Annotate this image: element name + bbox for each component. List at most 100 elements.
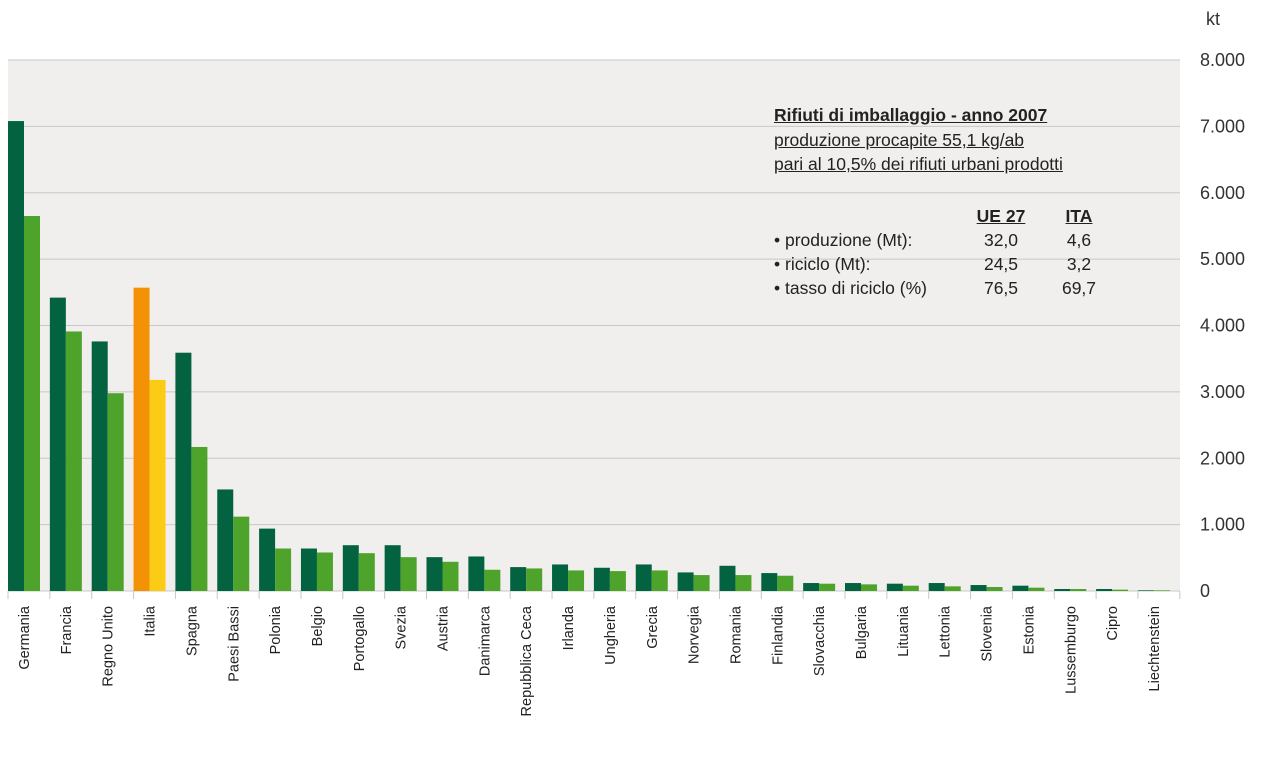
info-table-header: UE 27 ITA xyxy=(774,204,1120,228)
bar-slovenia-s1 xyxy=(986,587,1003,591)
bar-germania-s0 xyxy=(8,121,24,591)
info-row-ue: 24,5 xyxy=(983,254,1019,274)
bar-francia-s1 xyxy=(65,331,82,591)
col-ue27: UE 27 xyxy=(976,206,1026,226)
bar-finlandia-s0 xyxy=(761,573,778,591)
info-row-ita: 69,7 xyxy=(1061,278,1097,298)
col-ita: ITA xyxy=(1065,206,1093,226)
bar-slovacchia-s0 xyxy=(803,583,820,591)
y-axis-unit: kt xyxy=(1206,9,1220,29)
x-category-label: Liechtenstein xyxy=(1147,606,1163,691)
x-category-label: Portogallo xyxy=(352,606,368,671)
x-category-label: Polonia xyxy=(268,605,284,654)
info-table: UE 27 ITA • produzione (Mt): 32,0 4,6 • … xyxy=(774,204,1120,300)
x-category-label: Paesi Bassi xyxy=(226,606,242,682)
x-category-label: Svezia xyxy=(394,605,410,649)
x-category-label: Regno Unito xyxy=(101,606,117,687)
bar-liechtenstein-s1 xyxy=(1153,590,1170,591)
info-row: • tasso di riciclo (%) 76,5 69,7 xyxy=(774,276,1120,300)
x-category-label: Slovenia xyxy=(980,605,996,662)
bar-lettonia-s0 xyxy=(928,583,945,591)
x-category-label: Grecia xyxy=(645,605,661,649)
x-axis-categories: Germania Francia Regno Unito Italia Spagna Pa… xyxy=(17,605,1163,716)
bar-polonia-s0 xyxy=(259,528,276,591)
x-category-label: Finlandia xyxy=(770,605,786,665)
bar-lettonia-s1 xyxy=(944,586,961,591)
bar-norvegia-s0 xyxy=(677,572,694,591)
bar-lituania-s1 xyxy=(902,585,919,591)
bar-portogallo-s1 xyxy=(358,553,375,591)
y-tick-label: 4.000 xyxy=(1200,316,1245,336)
y-tick-label: 8.000 xyxy=(1200,50,1245,70)
bar-slovenia-s0 xyxy=(970,585,987,591)
bar-irlanda-s1 xyxy=(568,570,585,591)
y-axis-ticks: 0 1.000 2.000 3.000 4.000 5.000 6.000 7.000 8.00… xyxy=(1200,50,1245,601)
info-row-label: • riciclo (Mt): xyxy=(774,254,871,274)
bar-repubblica-ceca-s1 xyxy=(526,568,543,591)
info-row-label: • produzione (Mt): xyxy=(774,230,913,250)
x-category-label: Lituania xyxy=(896,605,912,657)
bar-paesi-bassi-s1 xyxy=(233,516,250,591)
bar-lussemburgo-s0 xyxy=(1054,589,1071,591)
bar-ungheria-s0 xyxy=(593,567,610,591)
x-category-label: Belgio xyxy=(310,606,326,646)
bar-regno-unito-s0 xyxy=(91,341,108,591)
x-category-label: Lettonia xyxy=(938,605,954,658)
bar-belgio-s0 xyxy=(300,548,317,591)
y-tick-label: 3.000 xyxy=(1200,382,1245,402)
x-category-label: Slovacchia xyxy=(812,605,828,676)
x-category-label: Bulgaria xyxy=(854,605,870,659)
bar-lussemburgo-s1 xyxy=(1070,589,1087,591)
y-tick-label: 1.000 xyxy=(1200,515,1245,535)
bar-repubblica-ceca-s0 xyxy=(510,567,527,591)
y-tick-label: 2.000 xyxy=(1200,448,1245,468)
bar-polonia-s1 xyxy=(275,548,292,591)
bar-italia-s0 xyxy=(133,287,150,591)
bar-spagna-s1 xyxy=(191,446,208,591)
info-row-ue: 32,0 xyxy=(983,230,1019,250)
bar-paesi-bassi-s0 xyxy=(217,489,234,591)
info-box: Rifiuti di imballaggio - anno 2007 produ… xyxy=(774,102,1154,300)
info-title: Rifiuti di imballaggio - anno 2007 xyxy=(774,105,1048,125)
x-category-label: Repubblica Ceca xyxy=(519,605,535,716)
bar-regno-unito-s1 xyxy=(107,393,124,591)
bar-italia-s1 xyxy=(149,379,166,591)
bar-austria-s0 xyxy=(426,557,443,591)
bar-cipro-s1 xyxy=(1112,589,1129,591)
x-category-label: Romania xyxy=(728,605,744,664)
bar-danimarca-s0 xyxy=(468,556,485,591)
bar-slovacchia-s1 xyxy=(819,583,836,591)
bar-bulgaria-s0 xyxy=(845,583,861,591)
x-category-label: Norvegia xyxy=(687,605,703,664)
bar-cipro-s0 xyxy=(1096,589,1113,591)
bar-romania-s1 xyxy=(735,575,752,591)
y-tick-label: 5.000 xyxy=(1200,249,1245,269)
x-category-label: Spagna xyxy=(184,605,200,656)
info-row-ita: 3,2 xyxy=(1066,254,1092,274)
bar-francia-s0 xyxy=(49,297,66,591)
bar-romania-s0 xyxy=(719,565,736,591)
info-line-1: produzione procapite 55,1 kg/ab xyxy=(774,130,1025,150)
bar-danimarca-s1 xyxy=(484,569,501,591)
bar-svezia-s1 xyxy=(400,557,417,591)
x-category-label: Estonia xyxy=(1021,605,1037,654)
info-row-ue: 76,5 xyxy=(983,278,1019,298)
x-category-label: Austria xyxy=(436,605,452,651)
bar-grecia-s1 xyxy=(651,570,668,591)
x-category-label: Lussemburgo xyxy=(1063,606,1079,694)
info-row-label: • tasso di riciclo (%) xyxy=(774,278,927,298)
bar-finlandia-s1 xyxy=(777,575,794,591)
bar-estonia-s1 xyxy=(1028,587,1045,591)
x-category-label: Italia xyxy=(143,605,159,637)
bar-norvegia-s1 xyxy=(693,575,710,591)
bar-svezia-s0 xyxy=(384,545,401,591)
x-category-label: Ungheria xyxy=(603,605,619,665)
info-row: • riciclo (Mt): 24,5 3,2 xyxy=(774,252,1120,276)
bar-bulgaria-s1 xyxy=(861,584,877,591)
bar-spagna-s0 xyxy=(175,352,192,591)
x-category-label: Germania xyxy=(17,605,33,670)
x-category-label: Francia xyxy=(59,605,75,654)
bar-portogallo-s0 xyxy=(342,545,359,591)
y-tick-label: 7.000 xyxy=(1200,116,1245,136)
